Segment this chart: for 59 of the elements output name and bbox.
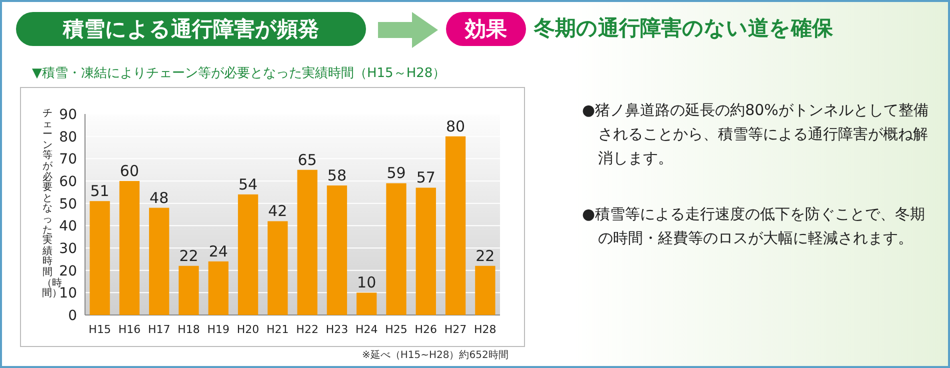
text: 冬期の通行障害のない道を確保 bbox=[534, 15, 834, 42]
x-tick-label: H25 bbox=[385, 323, 408, 336]
data-label: 80 bbox=[446, 117, 466, 136]
bar bbox=[268, 221, 288, 315]
y-tick-label: 50 bbox=[59, 196, 77, 212]
y-tick-label: 0 bbox=[68, 308, 77, 324]
y-tick-label: 30 bbox=[59, 241, 77, 257]
data-label: 65 bbox=[298, 150, 317, 169]
data-label: 24 bbox=[208, 242, 228, 260]
data-label: 48 bbox=[150, 188, 169, 207]
data-label: 42 bbox=[268, 202, 288, 220]
bar bbox=[208, 261, 228, 315]
y-tick-label: 40 bbox=[59, 218, 77, 235]
x-tick-label: H23 bbox=[326, 323, 348, 336]
x-tick-label: H24 bbox=[355, 323, 378, 336]
y-tick-label: 80 bbox=[59, 129, 77, 146]
y-tick-label: 10 bbox=[59, 286, 77, 302]
x-tick-label: H26 bbox=[414, 323, 438, 336]
bar bbox=[90, 201, 110, 315]
data-label: 10 bbox=[357, 274, 376, 292]
bar bbox=[238, 194, 258, 315]
data-label: 51 bbox=[90, 182, 110, 200]
data-label: 22 bbox=[476, 246, 495, 265]
x-tick-label: H18 bbox=[178, 323, 200, 336]
bar bbox=[178, 266, 199, 315]
bar bbox=[149, 208, 170, 315]
chart-subtitle: ▼積雪・凍結によりチェーン等が必要となった実績時間（H15～H28） bbox=[32, 65, 446, 82]
text: ●積雪等による走行速度の低下を防ぐことで、冬期の時間・経費等のロスが大幅に軽減されます。 bbox=[582, 204, 926, 249]
y-tick-label: 90 bbox=[59, 107, 77, 123]
data-label: 58 bbox=[327, 166, 347, 184]
bar bbox=[326, 185, 348, 315]
x-tick-label: H15 bbox=[88, 323, 111, 336]
bar bbox=[416, 188, 436, 315]
text: ●猪ノ鼻道路の延長の約80%がトンネルとして整備されることから、積雪等による通行障害が概ね解消します。 bbox=[582, 100, 930, 169]
y-tick-label: 20 bbox=[59, 263, 77, 280]
data-label: 22 bbox=[179, 246, 198, 265]
data-label: 59 bbox=[386, 164, 406, 182]
x-tick-label: H17 bbox=[148, 323, 170, 336]
bar bbox=[445, 136, 466, 315]
y-tick-label: 70 bbox=[59, 152, 77, 168]
data-label: 60 bbox=[120, 162, 140, 180]
chart-title: 積雪による通行障害が頻発 bbox=[16, 12, 366, 46]
bar bbox=[475, 266, 496, 315]
bar bbox=[356, 292, 377, 315]
bar bbox=[297, 170, 318, 315]
x-tick-label: H22 bbox=[296, 323, 318, 336]
data-label: 54 bbox=[238, 175, 258, 194]
x-tick-label: H16 bbox=[118, 323, 141, 336]
x-tick-label: H27 bbox=[444, 323, 467, 336]
bar bbox=[119, 181, 140, 315]
data-label: 57 bbox=[416, 168, 436, 187]
x-tick-label: H21 bbox=[266, 323, 289, 336]
text: 効果 bbox=[446, 12, 526, 46]
x-tick-label: H20 bbox=[236, 323, 260, 336]
x-tick-label: H19 bbox=[207, 323, 230, 336]
text: ※延べ（H15~H28）約652時間 bbox=[362, 348, 508, 362]
y-tick-label: 60 bbox=[59, 174, 77, 190]
bar bbox=[386, 183, 406, 315]
x-tick-label: H28 bbox=[474, 323, 496, 336]
